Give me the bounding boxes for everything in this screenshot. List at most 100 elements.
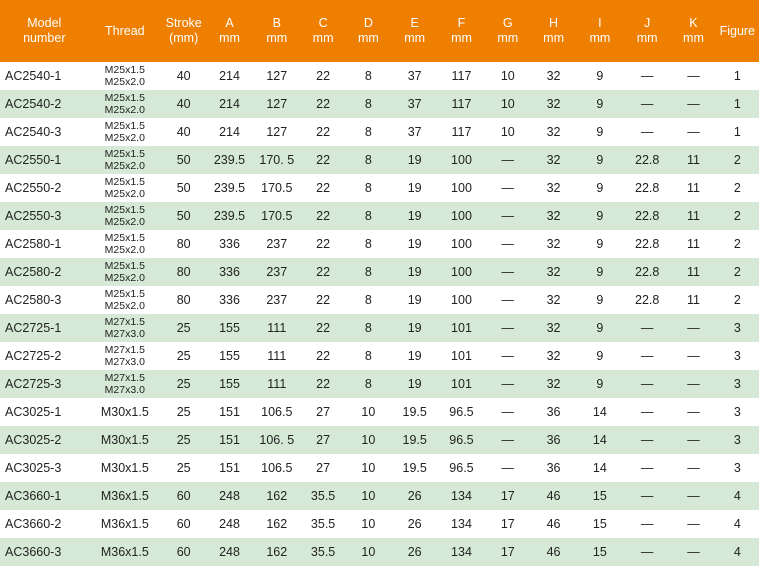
table-cell: AC2580-3 (5, 293, 62, 307)
table-cell: 40 (161, 90, 207, 118)
column-header: Model number (0, 0, 89, 62)
thread-value: M25x1.5 (104, 120, 145, 132)
table-cell: — (501, 461, 515, 475)
table-cell: 8 (364, 181, 372, 195)
table-cell: 15 (592, 517, 607, 531)
table-cell: — (687, 69, 700, 83)
table-cell: 127 (266, 69, 288, 83)
table-cell: 8 (364, 349, 372, 363)
table-cell: 25 (176, 461, 191, 475)
table-cell: 36 (546, 405, 561, 419)
table-cell: 19 (391, 202, 438, 230)
table-cell: 2 (715, 146, 759, 174)
table-cell: 100 (437, 146, 486, 174)
table-row: AC2550-1 M25x1.5 M25x2.0 50 239.5 170. 5 22 8 19… (0, 146, 759, 174)
table-cell: 15 (576, 482, 624, 510)
table-cell: — (501, 237, 515, 251)
table-cell: 22 (300, 314, 346, 342)
table-cell: 27 (316, 405, 331, 419)
thread-value: M25x1.5 (104, 204, 145, 216)
table-cell: 22 (316, 293, 331, 307)
table-cell: 17 (485, 482, 531, 510)
table-cell: AC3025-3 (5, 461, 62, 475)
table-cell: 17 (485, 538, 531, 566)
table-cell: 9 (576, 314, 624, 342)
table-cell: M25x1.5 M25x2.0 (88, 146, 162, 174)
table-cell: 32 (546, 237, 561, 251)
table-cell: 3 (715, 370, 759, 398)
table-cell: 50 (161, 202, 207, 230)
thread-value: M27x3.0 (104, 384, 145, 396)
table-cell: 10 (361, 405, 376, 419)
table-cell: M25x1.5 M25x2.0 (89, 286, 161, 314)
table-cell: 27 (300, 426, 346, 454)
table-cell: 22 (316, 125, 331, 139)
table-cell: 14 (592, 461, 607, 475)
thread-value: M25x2.0 (104, 104, 145, 116)
table-cell: 22 (300, 370, 346, 398)
table-cell: 248 (219, 517, 240, 531)
table-cell: 237 (266, 237, 288, 251)
table-cell: 100 (451, 293, 472, 307)
table-cell: 14 (576, 426, 624, 454)
table-cell: 239.5 (206, 146, 253, 174)
table-cell: — (671, 538, 716, 566)
table-cell: 22 (300, 146, 346, 174)
table-cell: 19 (391, 314, 438, 342)
thread-value: M25x2.0 (104, 300, 145, 312)
table-cell: 25 (176, 405, 191, 419)
table-cell: 50 (161, 146, 207, 174)
table-cell: 117 (437, 90, 486, 118)
table-cell: — (687, 125, 700, 139)
table-cell: 22 (316, 181, 331, 195)
table-cell: 46 (530, 482, 577, 510)
header-label: H (549, 16, 559, 30)
table-cell: — (640, 517, 654, 531)
table-cell: 40 (176, 125, 191, 139)
header-label: mm (636, 31, 658, 45)
table-cell: — (671, 426, 716, 454)
table-cell: 1 (733, 69, 741, 83)
table-cell: 26 (407, 517, 422, 531)
table-cell: 9 (576, 258, 624, 286)
table-cell: 101 (437, 370, 486, 398)
table-cell: 32 (530, 202, 577, 230)
table-cell: AC2725-2 (5, 349, 62, 363)
table-cell: 162 (266, 517, 288, 531)
table-cell: 248 (206, 482, 253, 510)
table-cell: M25x1.5 M25x2.0 (89, 118, 161, 146)
thread-value: M27x1.5 (104, 344, 145, 356)
table-cell: 2 (733, 181, 741, 195)
thread-value: M25x2.0 (104, 216, 145, 228)
table-cell: — (671, 90, 716, 118)
table-cell: 35.5 (300, 538, 346, 566)
table-row: AC2580-3 M25x1.5 M25x2.0 80 336 237 22 8 19 100 — 3… (0, 286, 759, 314)
table-cell: — (485, 258, 531, 286)
header-label: A (225, 16, 234, 30)
table-cell: 4 (715, 482, 759, 510)
table-cell: M27x1.5 M27x3.0 (88, 314, 162, 342)
table-cell: 22.8 (623, 202, 672, 230)
table-cell: — (501, 349, 515, 363)
thread-value: M25x1.5 (104, 288, 145, 300)
table-cell: 32 (546, 69, 561, 83)
header-label: mm (266, 31, 288, 45)
thread-value: M36x1.5 (100, 517, 149, 531)
table-cell: 9 (596, 293, 604, 307)
table-cell: 15 (576, 538, 624, 566)
table-cell: 214 (206, 90, 253, 118)
thread-value: M25x2.0 (104, 76, 145, 88)
header-label: mm (312, 31, 334, 45)
table-cell: 170.5 (252, 202, 301, 230)
table-cell: 32 (546, 125, 561, 139)
table-cell: 96.5 (449, 461, 474, 475)
header-label: mm (543, 31, 564, 45)
table-cell: 1 (733, 125, 741, 139)
table-cell: 3 (733, 405, 741, 419)
table-cell: 22 (316, 349, 331, 363)
header-label: Thread (105, 23, 145, 38)
table-row: AC2540-3 M25x1.5 M25x2.0 40 214 127 22 8 37 117 10… (0, 118, 759, 146)
table-cell: 106. 5 (252, 426, 301, 454)
header-label: Stroke (165, 16, 202, 30)
